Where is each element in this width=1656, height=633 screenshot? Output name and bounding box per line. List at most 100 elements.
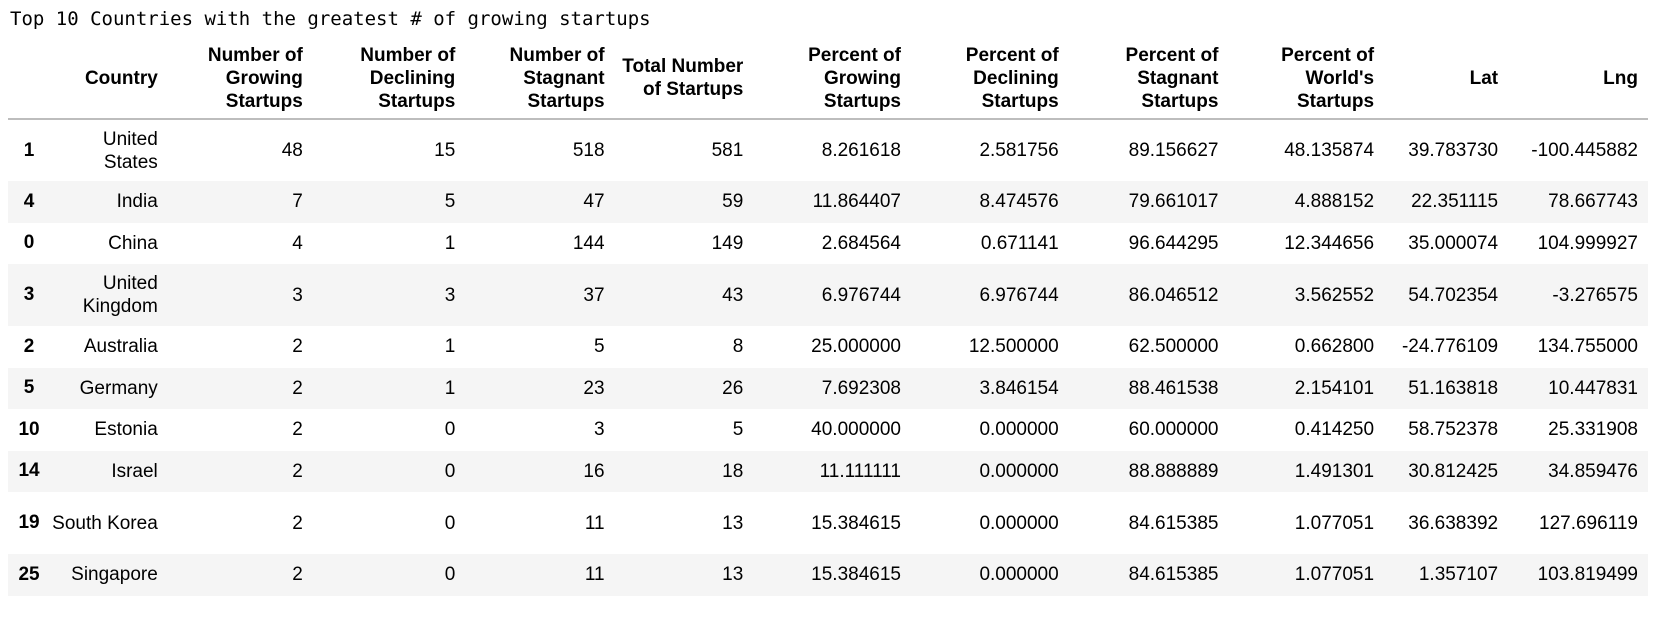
- total-cell: 13: [722, 512, 744, 534]
- pct-stagnant-cell: 88.461538: [1128, 377, 1219, 399]
- pct-world-cell: 0.662800: [1294, 336, 1375, 358]
- pct-world-cell: 0.414250: [1294, 419, 1375, 441]
- lat-cell: -24.776109: [1401, 336, 1499, 358]
- row-index: 25: [18, 563, 40, 585]
- growing-cell: 2: [292, 564, 303, 586]
- pct-growing-cell: 7.692308: [821, 377, 901, 399]
- lng-cell: 104.999927: [1537, 232, 1638, 254]
- country-cell: Germany: [79, 377, 158, 399]
- stagnant-cell: 3: [593, 419, 605, 441]
- pct-world-cell: 12.344656: [1284, 232, 1375, 254]
- table-row: 25 Singapore 2 0 11 13 15.384615 0.000000 84.615…: [8, 554, 1648, 596]
- row-index: 3: [23, 284, 35, 305]
- table-row: 0 China 4 1 144 149 2.684564 0.671141 96.644295 1…: [8, 223, 1648, 265]
- lng-cell: 127.696119: [1539, 512, 1638, 534]
- pct-declining-cell: 12.500000: [968, 336, 1059, 358]
- declining-cell: 15: [434, 140, 456, 161]
- pct-world-cell: 4.888152: [1294, 191, 1375, 213]
- lng-cell: -3.276575: [1552, 284, 1638, 306]
- declining-cell: 5: [444, 191, 456, 213]
- table-row: 19 South Korea 2 0 11 13 15.384615 0.000000 84.6…: [8, 492, 1648, 554]
- lat-cell: 51.163818: [1408, 377, 1499, 399]
- stagnant-cell: 11: [584, 512, 605, 534]
- pct-declining-cell: 0.671141: [980, 232, 1059, 254]
- lat-cell: 36.638392: [1408, 512, 1499, 534]
- pct-declining-cell: 0.000000: [979, 512, 1059, 534]
- country-cell: India: [116, 191, 158, 213]
- header-declining: Number of Declining Startups: [312, 38, 466, 120]
- row-index: 0: [23, 232, 35, 254]
- row-index: 4: [23, 190, 35, 212]
- total-cell: 18: [722, 460, 744, 482]
- header-index: [8, 38, 51, 120]
- lng-cell: 78.667743: [1548, 191, 1638, 213]
- header-lng: Lng: [1508, 38, 1648, 120]
- pct-stagnant-cell: 96.644295: [1128, 232, 1219, 254]
- pct-declining-cell: 0.000000: [979, 419, 1059, 441]
- declining-cell: 0: [444, 419, 456, 441]
- pct-stagnant-cell: 84.615385: [1128, 564, 1219, 586]
- startups-table: Country Number of Growing Startups Numbe…: [8, 38, 1648, 596]
- pct-stagnant-cell: 60.000000: [1128, 419, 1219, 441]
- lng-cell: 34.859476: [1548, 460, 1638, 482]
- pct-stagnant-cell: 79.661017: [1128, 191, 1219, 213]
- lat-cell: 30.812425: [1408, 460, 1499, 482]
- total-cell: 13: [722, 564, 744, 586]
- total-cell: 26: [722, 377, 744, 399]
- table-row: 10 Estonia 2 0 3 5 40.000000 0.000000 60.000000 0…: [8, 409, 1648, 451]
- pct-growing-cell: 15.384615: [811, 512, 901, 534]
- pct-declining-cell: 0.000000: [979, 460, 1059, 482]
- total-cell: 149: [711, 232, 744, 254]
- lng-cell: -100.445882: [1531, 140, 1638, 161]
- growing-cell: 2: [292, 336, 303, 358]
- header-lat: Lat: [1384, 38, 1509, 120]
- row-index: 1: [23, 139, 35, 161]
- lat-cell: 39.783730: [1408, 140, 1499, 161]
- country-cell: United States: [102, 128, 158, 173]
- growing-cell: 3: [292, 284, 303, 306]
- stagnant-cell: 23: [583, 377, 605, 399]
- lat-cell: 54.702354: [1408, 284, 1499, 306]
- pct-declining-cell: 8.474576: [979, 191, 1059, 213]
- declining-cell: 1: [444, 377, 456, 399]
- growing-cell: 4: [292, 232, 303, 254]
- pct-declining-cell: 0.000000: [979, 564, 1059, 586]
- total-cell: 8: [732, 336, 744, 358]
- lat-cell: 58.752378: [1408, 419, 1499, 441]
- country-cell: China: [108, 232, 158, 254]
- total-cell: 5: [732, 419, 744, 441]
- declining-cell: 1: [444, 232, 456, 254]
- table-row: 2 Australia 2 1 5 8 25.000000 12.500000 62.50000…: [8, 326, 1648, 368]
- header-pct-growing: Percent of Growing Startups: [753, 38, 911, 120]
- country-cell: United Kingdom: [82, 273, 158, 317]
- lng-cell: 103.819499: [1537, 564, 1638, 586]
- growing-cell: 2: [292, 377, 303, 399]
- declining-cell: 3: [444, 284, 456, 306]
- pct-growing-cell: 40.000000: [811, 419, 901, 441]
- pct-world-cell: 1.077051: [1294, 512, 1375, 534]
- pct-stagnant-cell: 84.615385: [1128, 512, 1219, 534]
- growing-cell: 2: [292, 419, 303, 441]
- stagnant-cell: 47: [583, 191, 605, 213]
- country-cell: Singapore: [71, 564, 158, 586]
- table-row: 4 India 7 5 47 59 11.864407 8.474576 79.661017 4.…: [8, 181, 1648, 223]
- lat-cell: 1.357107: [1418, 564, 1499, 586]
- header-pct-stagnant: Percent of Stagnant Startups: [1068, 38, 1229, 120]
- pct-stagnant-cell: 88.888889: [1128, 460, 1219, 482]
- declining-cell: 0: [444, 460, 456, 482]
- growing-cell: 2: [292, 460, 303, 482]
- header-row: Country Number of Growing Startups Numbe…: [8, 38, 1648, 120]
- header-total: Total Number of Startups: [614, 38, 754, 120]
- header-country: Country: [50, 38, 168, 120]
- lat-cell: 22.351115: [1411, 191, 1499, 213]
- lng-cell: 134.755000: [1537, 336, 1638, 358]
- growing-cell: 48: [281, 140, 303, 161]
- country-cell: Estonia: [94, 419, 158, 441]
- pct-growing-cell: 6.976744: [821, 284, 901, 306]
- total-cell: 43: [722, 284, 744, 306]
- declining-cell: 0: [444, 512, 456, 534]
- header-growing: Number of Growing Startups: [167, 38, 313, 120]
- pct-stagnant-cell: 86.046512: [1128, 284, 1219, 306]
- pct-world-cell: 1.077051: [1294, 564, 1375, 586]
- pct-stagnant-cell: 62.500000: [1128, 336, 1219, 358]
